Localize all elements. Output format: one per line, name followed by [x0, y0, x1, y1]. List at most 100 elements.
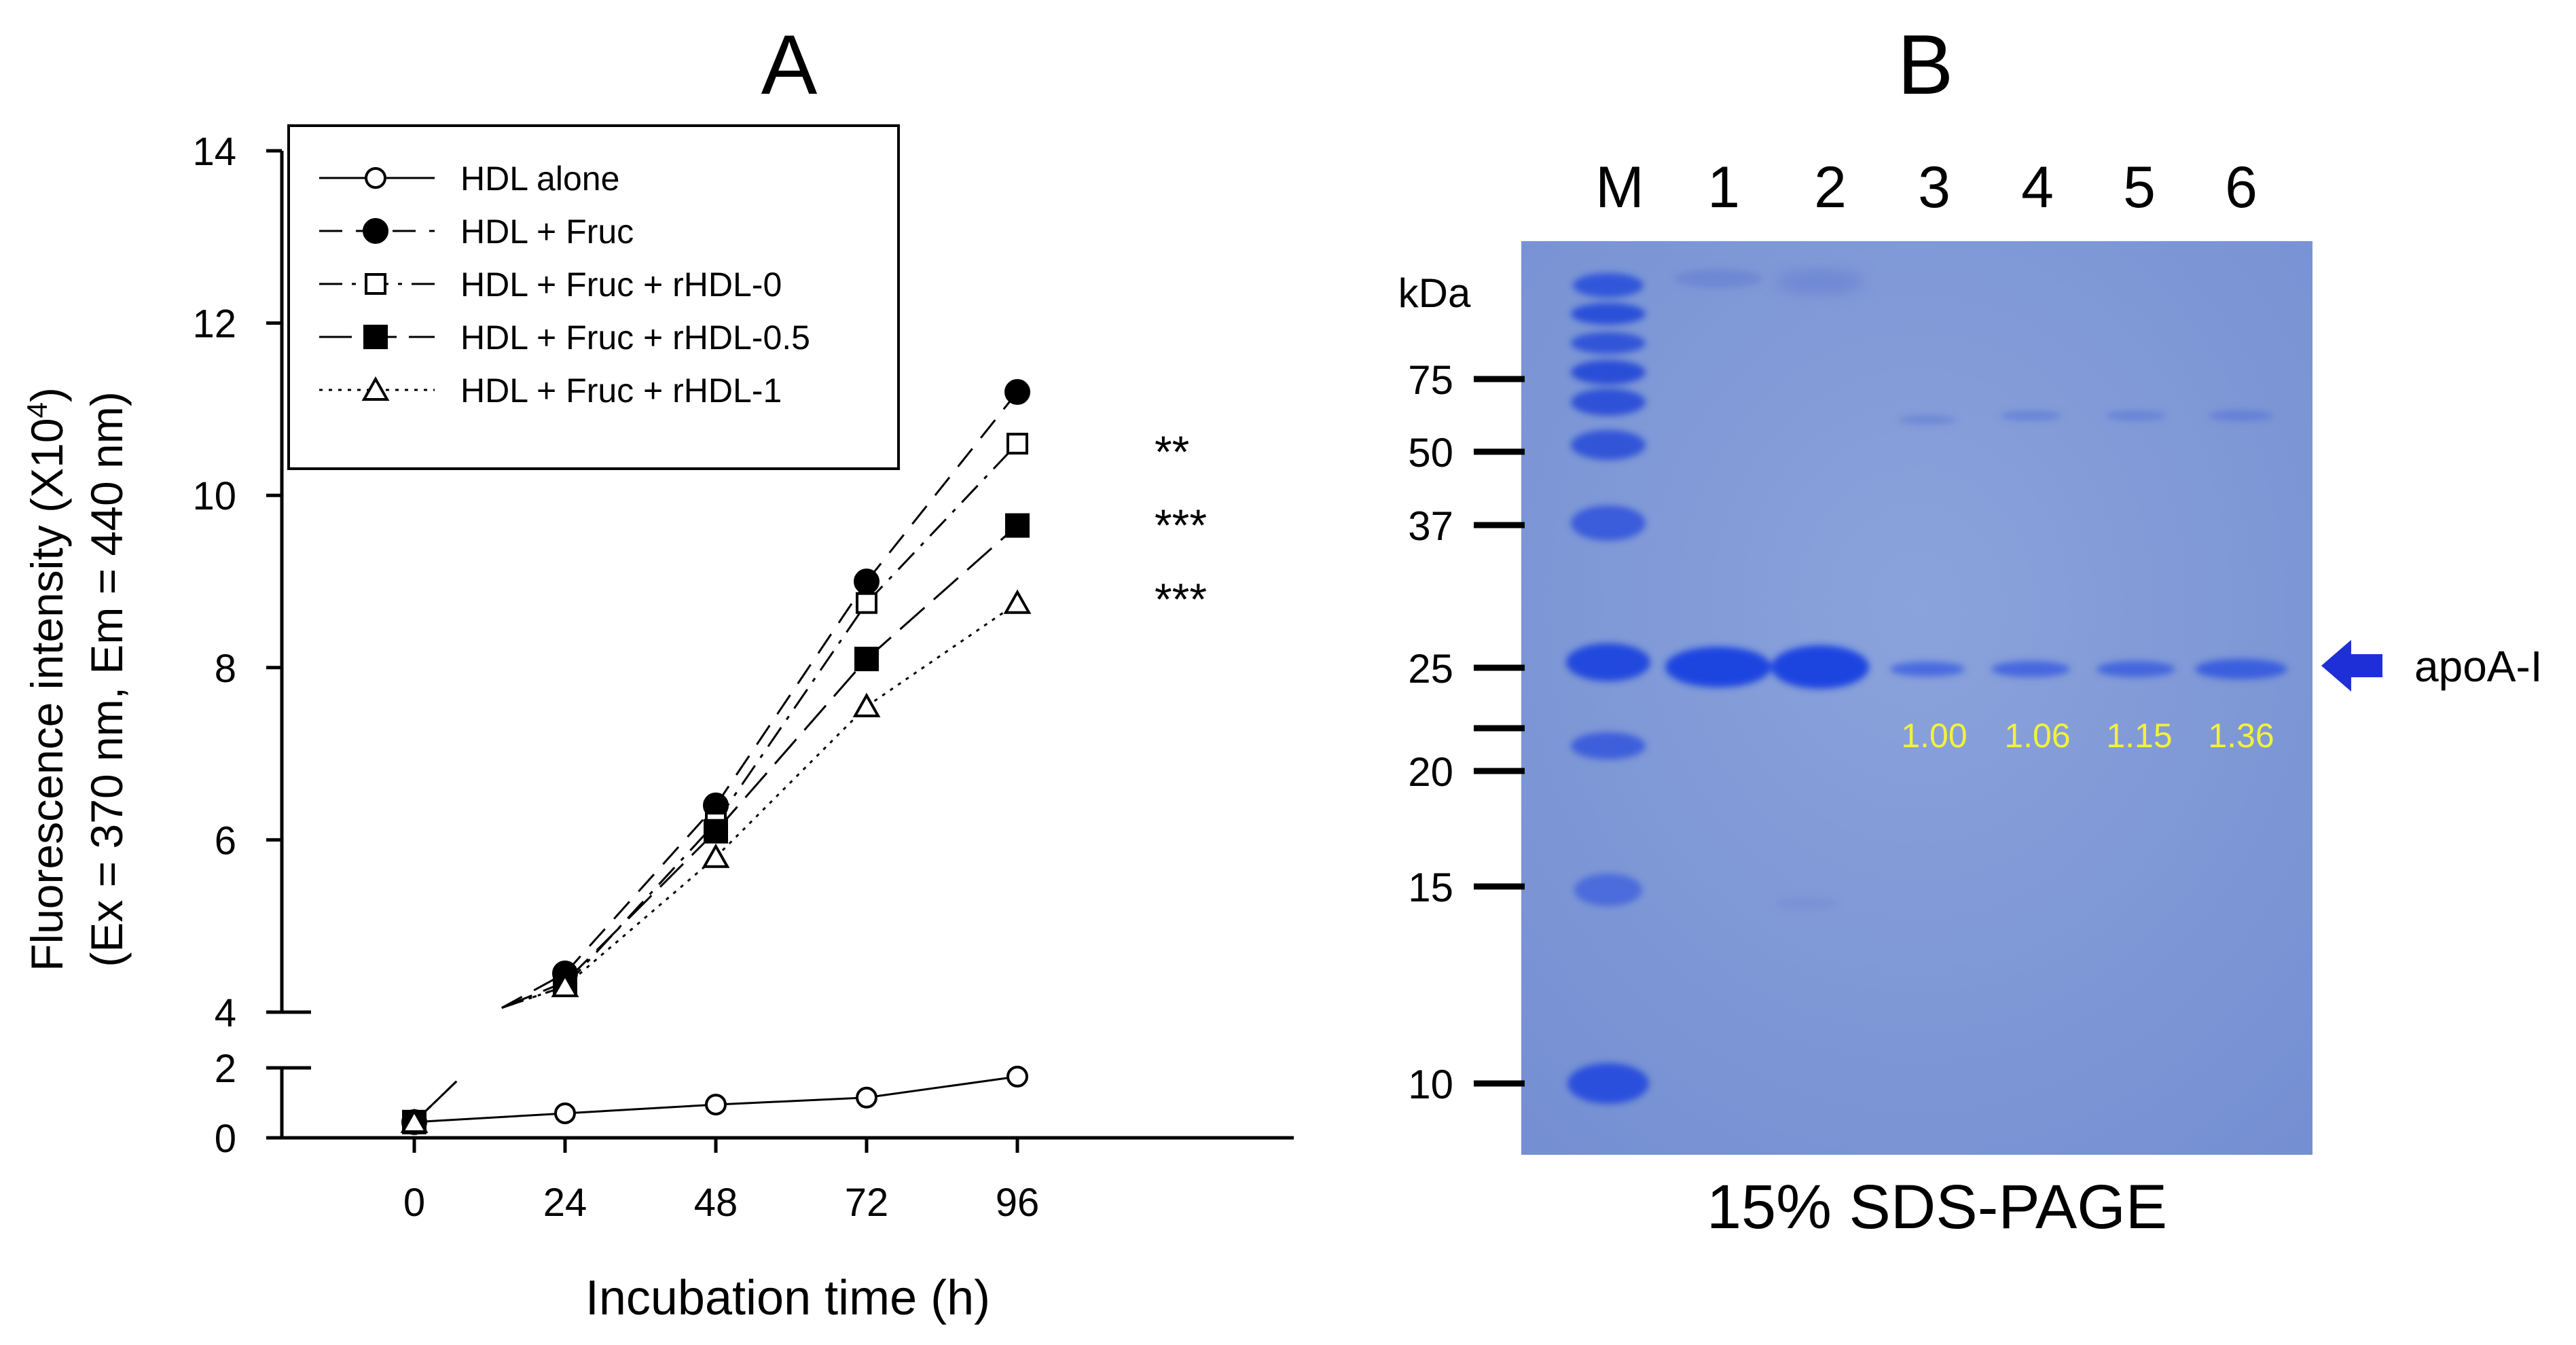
data-point-hdl-alone	[554, 1102, 576, 1124]
lane-label: 5	[2123, 155, 2156, 220]
series-line-segment	[714, 581, 868, 806]
significance-rhdl-1: ***	[1155, 574, 1207, 624]
data-point-hdl-fruc-rhdl-0-5	[704, 819, 728, 844]
y-axis-label-line1: Fluorescence intensity (X104)	[21, 387, 73, 971]
legend-label: HDL + Fruc + rHDL-1	[460, 372, 782, 410]
data-point-hdl-fruc	[854, 569, 879, 594]
sample-lane-bands	[1665, 268, 2287, 910]
marker-label: 20	[1408, 749, 1453, 795]
marker-lane-bands	[1566, 273, 1650, 1104]
data-point-hdl-fruc	[1004, 379, 1030, 406]
legend-marker	[365, 273, 386, 295]
x-tick-label: 0	[403, 1181, 425, 1225]
legend: HDL alone HDL + Fruc HDL + Fruc + rHDL-0 HD…	[287, 124, 900, 470]
apoa1-arrow	[2321, 640, 2382, 692]
y-tick-label: 12	[192, 302, 236, 346]
marker-label: 50	[1408, 430, 1453, 476]
band-value: 1.36	[2208, 717, 2274, 755]
legend-label: HDL alone	[460, 160, 619, 198]
y-tick-label: 0	[215, 1117, 236, 1161]
panel-a-label: A	[761, 18, 818, 112]
legend-item: HDL + Fruc + rHDL-0.5	[319, 319, 810, 357]
series-line-segment	[866, 602, 1018, 708]
legend-item: HDL + Fruc + rHDL-0	[319, 266, 782, 304]
data-point-hdl-fruc-rhdl-1	[551, 972, 579, 997]
legend-marker	[361, 376, 390, 401]
data-point-hdl-alone	[1006, 1065, 1028, 1088]
series-line-segment	[501, 972, 566, 1009]
series-line-segment	[564, 856, 716, 988]
kda-label: kDa	[1398, 270, 1471, 316]
series-line-segment	[564, 830, 717, 983]
series-markers	[400, 379, 1032, 1135]
legend-marker	[363, 325, 388, 349]
y-tick-label: 2	[215, 1047, 236, 1091]
y-tick-label: 4	[215, 991, 236, 1035]
arrow-label: apoA-I	[2414, 642, 2543, 691]
y-axis-label-line2: (Ex = 370 nm, Em = 440 nm)	[81, 391, 132, 967]
marker-label: 15	[1408, 865, 1453, 910]
legend-label: HDL + Fruc	[460, 213, 634, 251]
data-point-hdl-fruc-rhdl-1	[852, 692, 881, 717]
y-axis	[278, 151, 311, 1138]
y-tick-label: 14	[192, 130, 236, 174]
data-point-hdl-fruc-rhdl-0-5	[854, 647, 879, 672]
series-line-segment	[414, 1112, 566, 1124]
x-tick-label: 48	[694, 1181, 738, 1225]
marker-label: 25	[1408, 646, 1453, 692]
lane-label: 6	[2225, 155, 2257, 220]
gel-caption: 15% SDS-PAGE	[1707, 1172, 2167, 1242]
x-tick-label: 24	[543, 1181, 587, 1225]
series-line-segment	[714, 602, 868, 823]
data-point-hdl-fruc-rhdl-1	[1003, 589, 1032, 614]
band-value: 1.00	[1901, 717, 1967, 755]
marker-ticks: 75 50 37 25 20 15 10	[1408, 357, 1525, 1107]
band-value: 1.06	[2004, 717, 2070, 755]
legend-item: HDL alone	[319, 160, 619, 198]
lane-label: M	[1595, 155, 1644, 220]
panel-b-label: B	[1898, 18, 1954, 112]
legend-item: HDL + Fruc + rHDL-1	[319, 372, 782, 410]
legend-marker	[365, 167, 386, 189]
gel	[1521, 241, 2312, 1155]
data-point-hdl-alone	[856, 1086, 877, 1109]
series-lines	[413, 391, 1019, 1124]
marker-label: 37	[1408, 503, 1453, 549]
legend-items: HDL alone HDL + Fruc HDL + Fruc + rHDL-0 HD…	[319, 160, 810, 410]
series-line-segment	[714, 705, 868, 858]
x-ticks: 0 24 48 72 96	[403, 1138, 1039, 1225]
band-value: 1.15	[2106, 717, 2172, 755]
y-ticks: 0 2 4 6 8 10 12 14	[192, 130, 282, 1161]
series-line-segment	[564, 1103, 716, 1115]
panel-b: B	[1398, 18, 2543, 1242]
legend-label: HDL + Fruc + rHDL-0	[460, 266, 782, 304]
series-line-segment	[866, 524, 1018, 660]
x-tick-label: 72	[845, 1181, 889, 1225]
series-line-segment	[866, 1075, 1018, 1099]
data-point-hdl-fruc-rhdl-0-5	[1005, 513, 1030, 538]
data-point-hdl-fruc-rhdl-0	[1006, 433, 1028, 455]
marker-label: 75	[1408, 357, 1453, 403]
x-axis-label: Incubation time (h)	[585, 1271, 990, 1325]
data-point-hdl-fruc-rhdl-1	[400, 1108, 429, 1133]
series-line-segment	[714, 658, 868, 832]
data-point-hdl-fruc-rhdl-1	[702, 843, 730, 868]
y-tick-label: 6	[215, 819, 236, 863]
x-tick-label: 96	[996, 1181, 1040, 1225]
band-values: 1.00 1.06 1.15 1.36	[1901, 717, 2274, 755]
series-line-segment	[865, 443, 1019, 604]
legend-box	[287, 124, 900, 470]
lane-label: 4	[2021, 155, 2054, 220]
series-line-segment	[715, 1096, 867, 1106]
lane-label: 1	[1707, 155, 1740, 220]
data-point-hdl-fruc-rhdl-0	[856, 592, 877, 614]
series-line-segment	[564, 822, 717, 987]
data-point-hdl-alone	[705, 1094, 727, 1116]
lane-label: 3	[1918, 155, 1951, 220]
legend-item: HDL + Fruc	[319, 213, 634, 251]
series-line-segment	[865, 391, 1019, 582]
legend-marker	[363, 218, 388, 244]
